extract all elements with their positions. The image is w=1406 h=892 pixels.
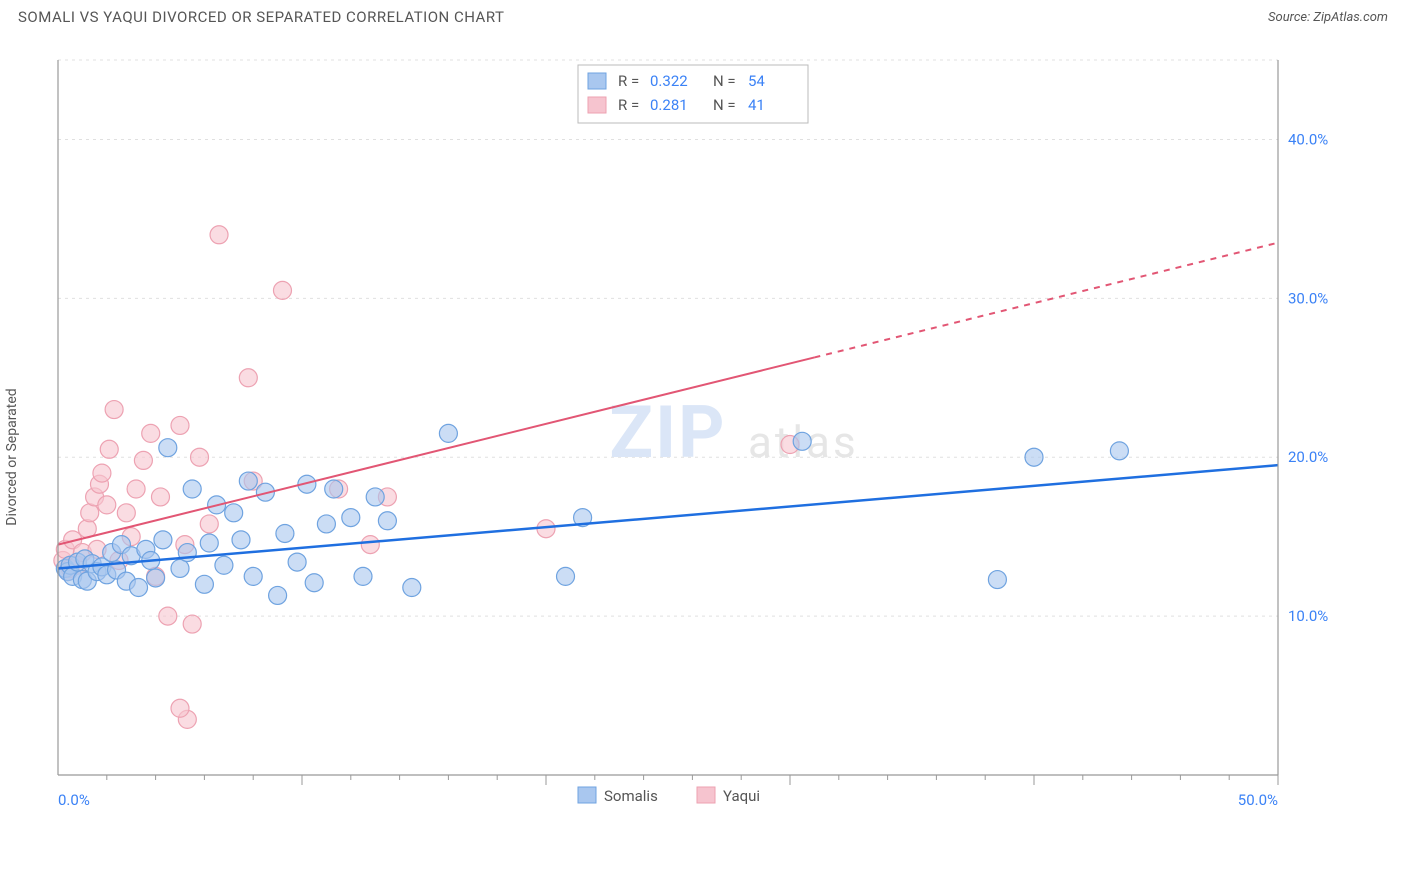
somalis-point [244,567,262,585]
yaqui-point [171,416,189,434]
yaqui-point [200,515,218,533]
somalis-point [232,531,250,549]
y-axis-label: Divorced or Separated [4,388,20,525]
yaqui-point [134,451,152,469]
x-min-label: 0.0% [58,791,90,809]
somalis-point [154,531,172,549]
somalis-point [183,480,201,498]
yaqui-legend-swatch [697,787,715,803]
somalis-point [1025,448,1043,466]
yaqui-point [117,504,135,522]
somalis-point [239,472,257,490]
somalis-point [288,553,306,571]
yaqui-point [100,440,118,458]
somalis-point [366,488,384,506]
yaqui-point [361,536,379,554]
somalis-point [354,567,372,585]
yaqui-point [151,488,169,506]
somalis-point [215,556,233,574]
source-label: Source: ZipAtlas.com [1268,10,1388,25]
somalis-point [403,579,421,597]
yaqui-point [171,699,189,717]
yaqui-point [93,464,111,482]
legend-r-value: 0.281 [650,96,688,114]
y-tick-label: 10.0% [1288,607,1328,625]
somalis-point [269,586,287,604]
legend-n-value: 54 [748,72,765,90]
somalis-point [130,579,148,597]
somalis-swatch [588,73,606,89]
legend-r-label: R = [618,96,639,114]
somalis-point [1110,442,1128,460]
somalis-point [147,569,165,587]
somalis-legend-swatch [578,787,596,803]
somalis-point [342,509,360,527]
somalis-point [200,534,218,552]
somalis-point [171,559,189,577]
somalis-point [557,567,575,585]
yaqui-swatch [588,97,606,113]
somalis-legend-label: Somalis [604,787,658,805]
legend-n-label: N = [713,72,736,90]
yaqui-point [127,480,145,498]
somalis-point [439,424,457,442]
somalis-point [159,439,177,457]
chart-title: SOMALI VS YAQUI DIVORCED OR SEPARATED CO… [18,8,504,26]
yaqui-point [81,504,99,522]
scatter-chart: ZIPatlas0.0%50.0%10.0%20.0%30.0%40.0%R =… [18,40,1348,830]
yaqui-point [159,607,177,625]
chart-area: Divorced or Separated ZIPatlas0.0%50.0%1… [18,40,1388,874]
yaqui-point [210,226,228,244]
legend-n-value: 41 [748,96,765,114]
somalis-point [195,575,213,593]
yaqui-point [273,281,291,299]
legend-n-label: N = [713,96,736,114]
somalis-point [317,515,335,533]
y-tick-label: 30.0% [1288,289,1328,307]
somalis-point [276,524,294,542]
somalis-point [378,512,396,530]
yaqui-trendline-extrapolated [814,243,1278,358]
somalis-point [793,432,811,450]
yaqui-point [183,615,201,633]
y-tick-label: 40.0% [1288,130,1328,148]
yaqui-legend-label: Yaqui [723,787,760,805]
legend-r-label: R = [618,72,639,90]
legend-stats-box [578,65,808,123]
yaqui-point [105,401,123,419]
y-tick-label: 20.0% [1288,448,1328,466]
somalis-point [305,574,323,592]
somalis-point [325,480,343,498]
legend-r-value: 0.322 [650,72,688,90]
yaqui-point [239,369,257,387]
somalis-point [988,571,1006,589]
somalis-point [225,504,243,522]
yaqui-point [191,448,209,466]
yaqui-point [142,424,160,442]
x-max-label: 50.0% [1238,791,1278,809]
yaqui-point [98,496,116,514]
